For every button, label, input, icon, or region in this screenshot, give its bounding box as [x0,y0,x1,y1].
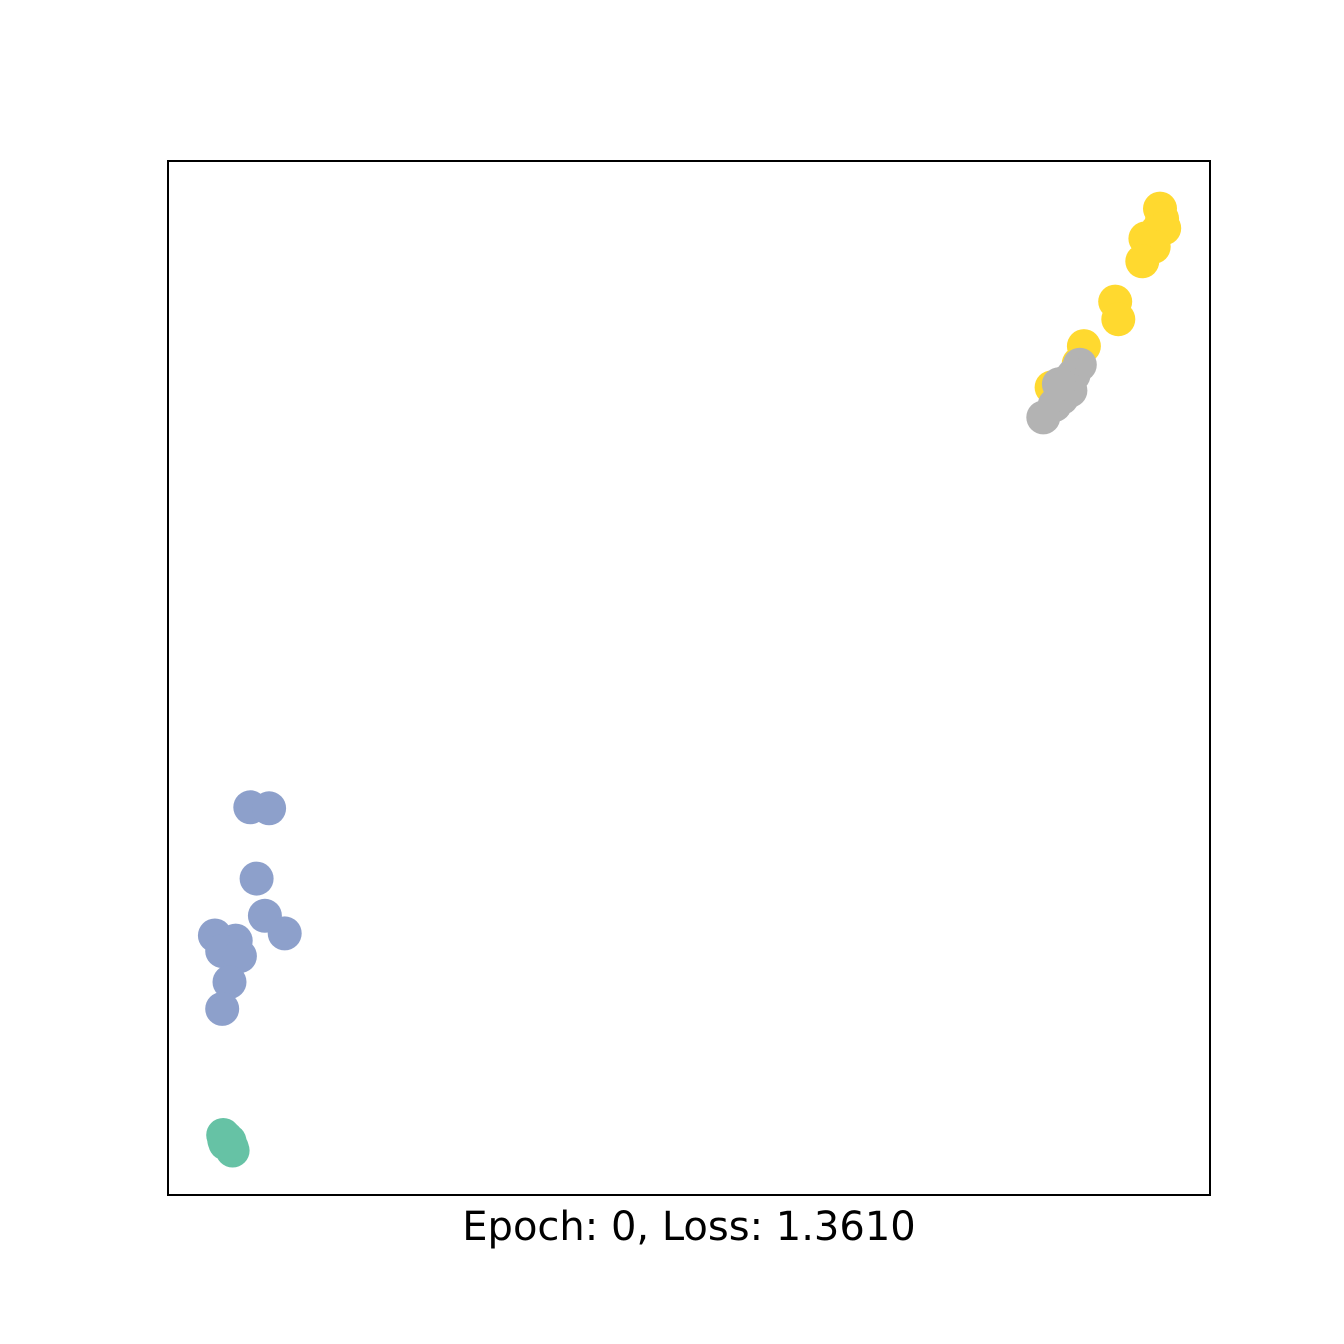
scatter-point-series-2-6 [1125,244,1160,279]
plot-frame [167,160,1211,1196]
scatter-point-series-1-9 [212,965,247,999]
scatter-point-series-0-7 [207,1123,242,1158]
scatter-point-series-1-10 [205,991,240,1026]
scatter-point-series-3-5 [1026,400,1061,435]
scatter-point-series-1-8 [222,939,257,974]
x-axis-label: Epoch: 0, Loss: 1.3610 [462,1204,915,1250]
scatter-point-series-2-8 [1101,302,1136,337]
scatter-point-series-3-7 [1041,367,1076,402]
scatter-point-series-1-4 [267,916,302,951]
scatter-points [197,191,1182,1168]
scatter-point-series-1-2 [239,861,274,896]
scatter-point-series-1-1 [252,791,287,826]
